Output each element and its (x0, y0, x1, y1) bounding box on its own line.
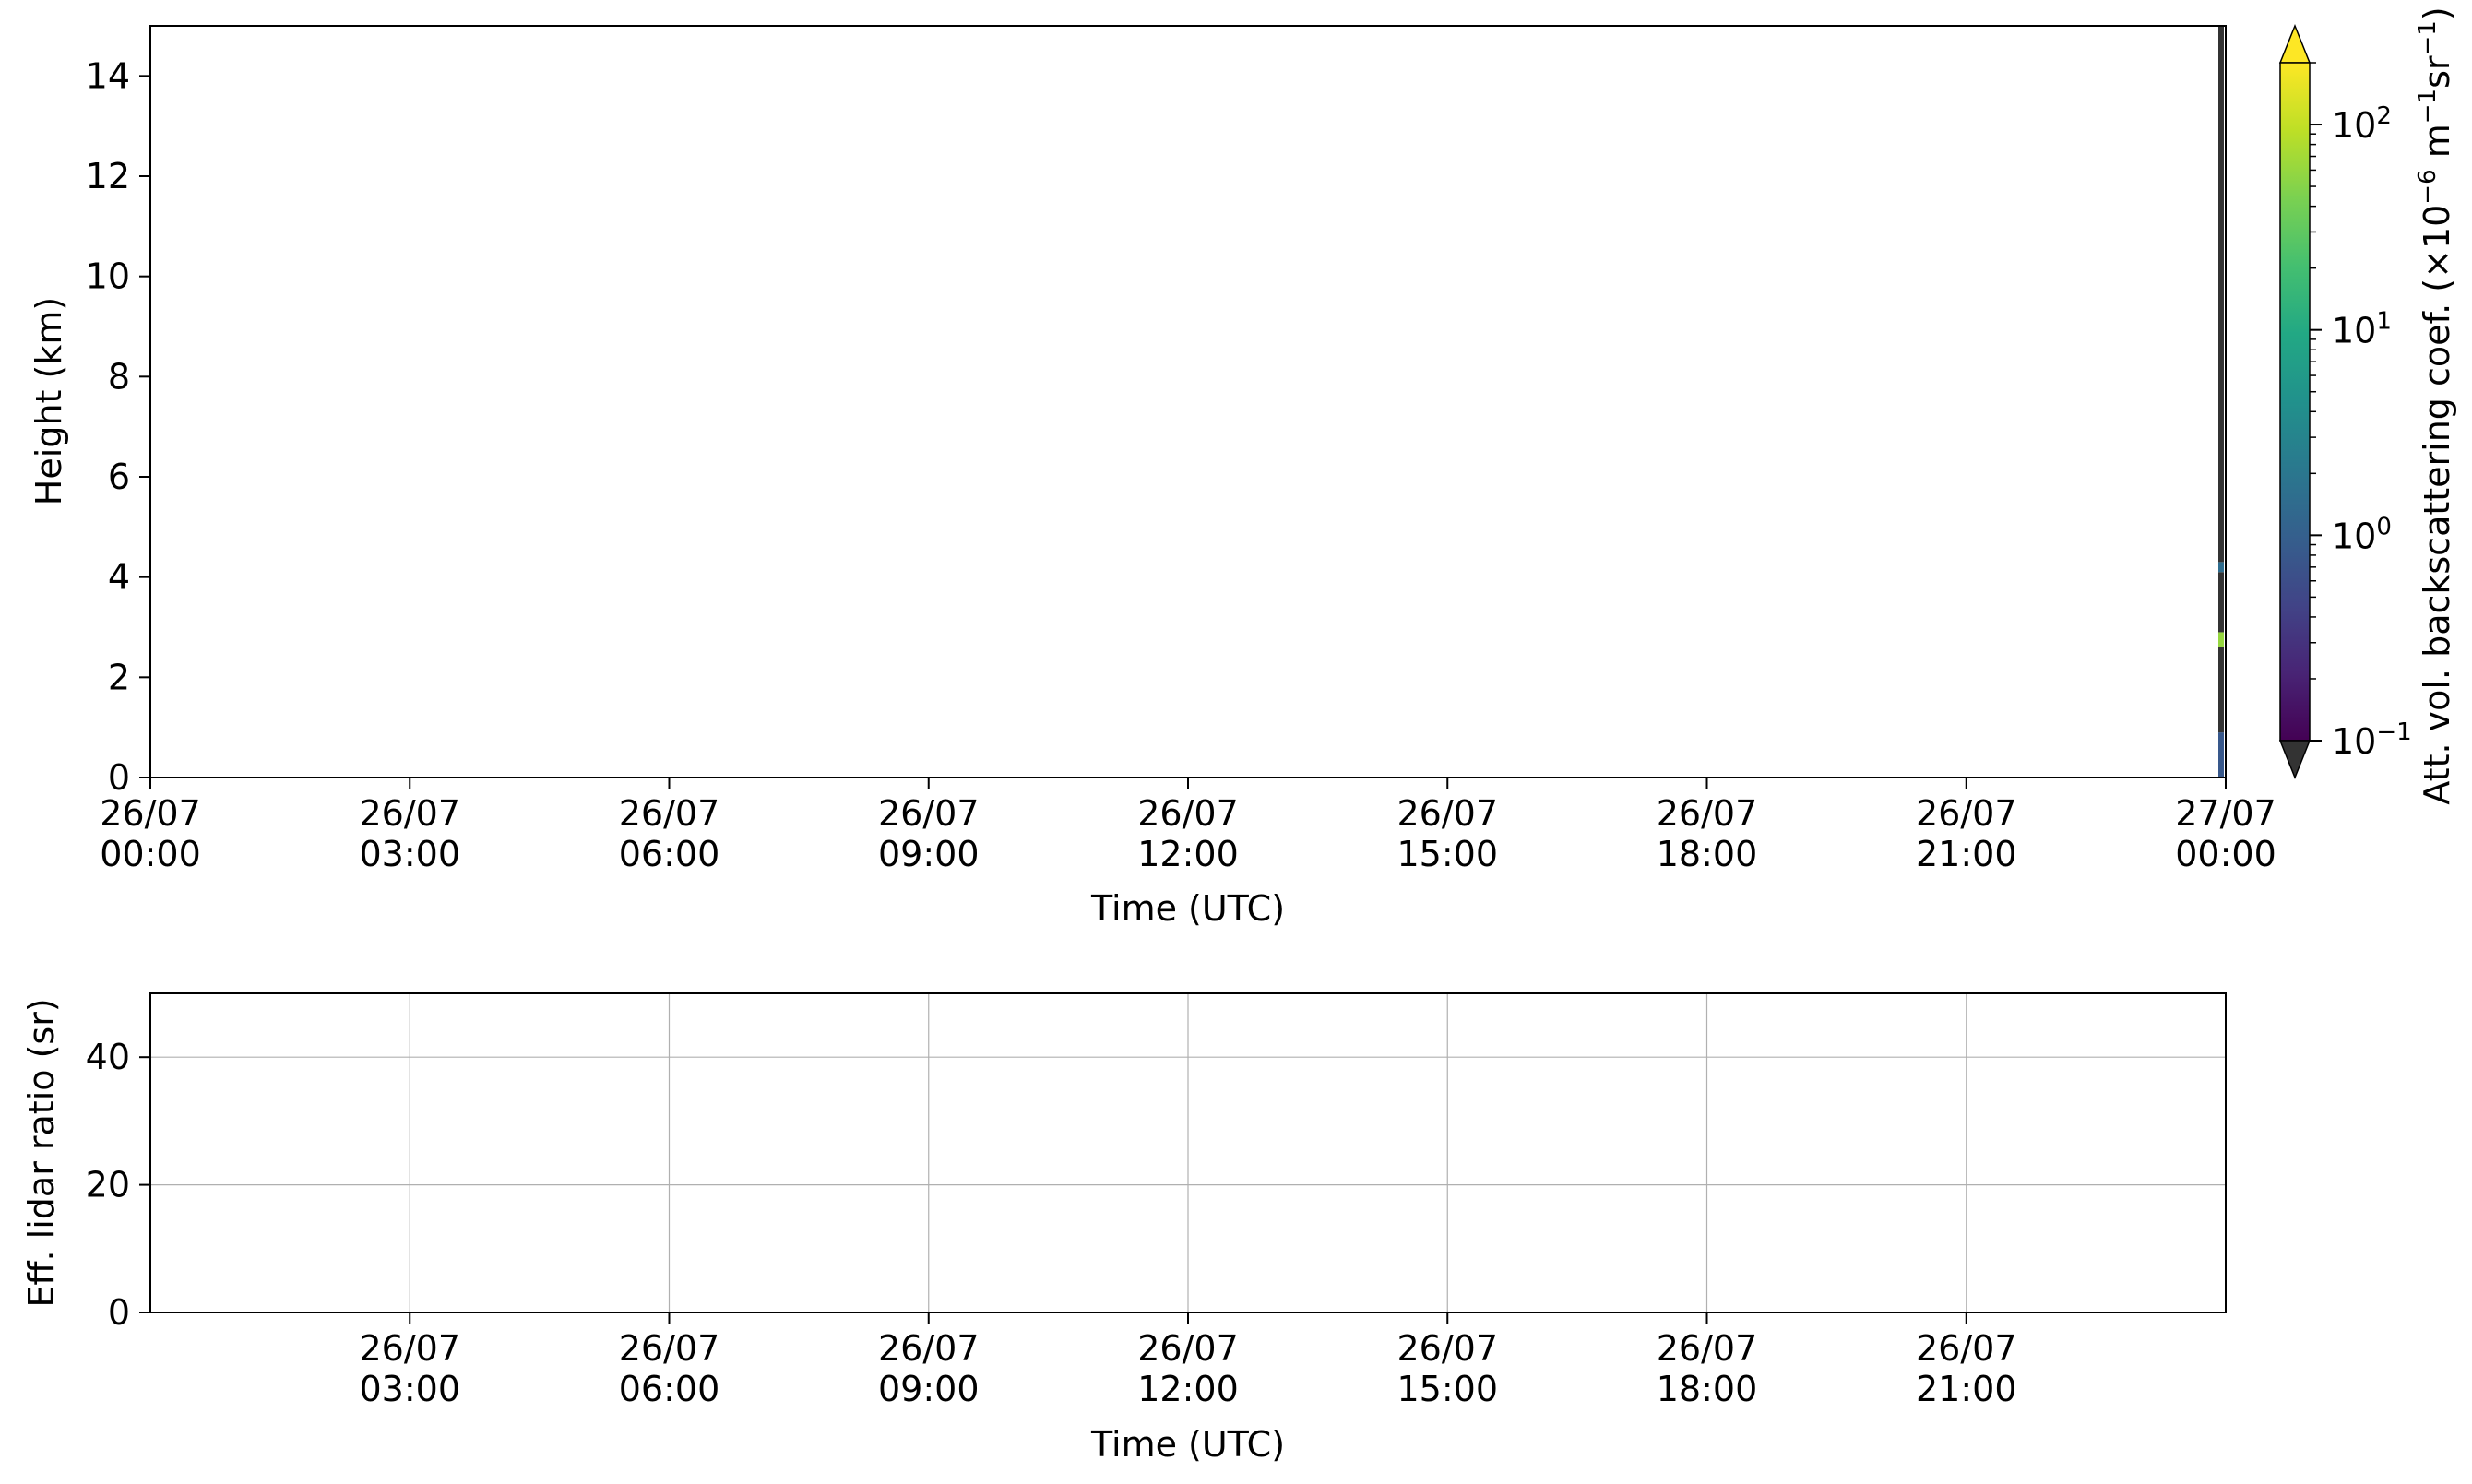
top-y-axis-label: Height (km) (29, 297, 69, 505)
colorbar-tick-label: 100 (2332, 513, 2392, 556)
top-plot-area (150, 26, 2226, 778)
x-tick-date: 26/07 (359, 793, 460, 834)
bottom-y-axis-label: Eff. lidar ratio (sr) (21, 998, 62, 1307)
x-tick-date: 26/07 (1137, 793, 1239, 834)
colorbar-tick-label: 102 (2332, 102, 2392, 146)
profile-cell (2218, 732, 2224, 778)
x-tick-date: 26/07 (1916, 793, 2017, 834)
profile-cell (2218, 632, 2224, 647)
colorbar-under-extension (2278, 740, 2312, 780)
x-tick-time: 06:00 (619, 834, 720, 874)
y-tick-label: 10 (86, 256, 130, 297)
x-tick-date: 26/07 (1396, 1328, 1498, 1369)
y-tick-label: 20 (86, 1165, 130, 1205)
x-tick-time: 12:00 (1137, 834, 1239, 874)
profile-cell (2218, 562, 2224, 573)
top-x-axis-label: Time (UTC) (1090, 888, 1285, 929)
x-tick-time: 21:00 (1916, 834, 2017, 874)
profile-cell (2218, 647, 2224, 733)
y-tick-label: 0 (108, 757, 130, 798)
y-tick-label: 4 (108, 557, 130, 598)
x-tick-date: 26/07 (619, 1328, 720, 1369)
y-tick-label: 12 (86, 156, 130, 196)
x-tick-time: 09:00 (878, 834, 980, 874)
bottom-x-ticks: 26/0703:0026/0706:0026/0709:0026/0712:00… (359, 1312, 2017, 1409)
y-tick-label: 6 (108, 457, 130, 497)
x-tick-date: 26/07 (878, 793, 980, 834)
y-tick-label: 0 (108, 1292, 130, 1333)
x-tick-date: 26/07 (100, 793, 201, 834)
colorbar-gradient (2279, 62, 2311, 742)
x-tick-time: 21:00 (1916, 1369, 2017, 1409)
x-tick-time: 15:00 (1396, 834, 1498, 874)
x-tick-date: 26/07 (1916, 1328, 2017, 1369)
x-tick-time: 06:00 (619, 1369, 720, 1409)
x-tick-time: 03:00 (359, 834, 460, 874)
x-tick-time: 18:00 (1657, 834, 1758, 874)
x-tick-time: 18:00 (1657, 1369, 1758, 1409)
bottom-x-axis-label: Time (UTC) (1090, 1424, 1285, 1465)
x-tick-time: 12:00 (1137, 1369, 1239, 1409)
x-tick-date: 26/07 (1396, 793, 1498, 834)
colorbar-tick-label: 101 (2332, 308, 2392, 351)
bottom-y-ticks: 0 20 40 (86, 1037, 150, 1333)
top-x-ticks: 26/0700:0026/0703:0026/0706:0026/0709:00… (100, 778, 2276, 874)
colorbar-over-extension (2278, 23, 2312, 64)
profile-cell (2218, 572, 2224, 633)
colorbar-label: Att. vol. backscattering coef. (×10−6 m−… (2414, 6, 2457, 804)
x-tick-time: 09:00 (878, 1369, 980, 1409)
colorbar: 10−1 100 101 102 Att. vol. backscattering c… (2278, 6, 2457, 805)
x-tick-date: 26/07 (1657, 1328, 1758, 1369)
colorbar-ticks: 10−1 100 101 102 (2310, 62, 2412, 762)
x-tick-time: 00:00 (2175, 834, 2276, 874)
x-tick-date: 26/07 (1137, 1328, 1239, 1369)
x-tick-date: 26/07 (878, 1328, 980, 1369)
y-tick-label: 14 (86, 55, 130, 96)
x-tick-time: 00:00 (100, 834, 201, 874)
top-y-ticks: 0 2 4 6 8 10 12 14 (86, 55, 150, 798)
profile-cells (2218, 26, 2224, 778)
colorbar-tick-label: 10−1 (2332, 718, 2412, 762)
x-tick-time: 03:00 (359, 1369, 460, 1409)
x-tick-date: 26/07 (359, 1328, 460, 1369)
x-tick-date: 26/07 (1657, 793, 1758, 834)
y-tick-label: 40 (86, 1037, 130, 1077)
x-tick-time: 15:00 (1396, 1369, 1498, 1409)
y-tick-label: 8 (108, 356, 130, 397)
profile-cell (2218, 26, 2224, 563)
x-tick-date: 26/07 (619, 793, 720, 834)
y-tick-label: 2 (108, 657, 130, 697)
x-tick-date: 27/07 (2175, 793, 2276, 834)
